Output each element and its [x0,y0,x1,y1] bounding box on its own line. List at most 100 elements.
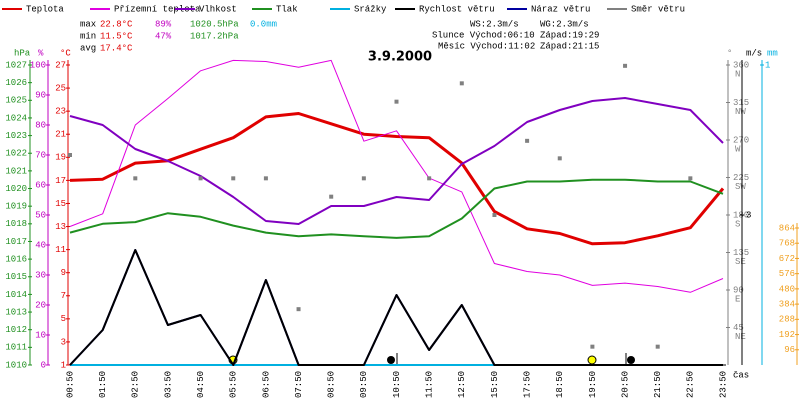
y-tick-label: 45 [733,323,744,333]
x-tick-label: 10:50 [392,371,402,398]
stats-value: 47% [155,31,172,41]
tick-name: NW [735,107,746,117]
y-tick-label: 23 [55,107,66,117]
y-tick-label: 672 [779,254,795,264]
y-tick-label: 1016 [5,254,27,264]
direction-point [623,63,628,68]
y-tick-label: 7 [61,291,66,301]
info-text: WS:2.3m/s [470,19,519,29]
y-tick-label: 5 [61,314,66,324]
x-tick-label: 00:50 [65,371,75,398]
tick-name: NE [735,332,746,342]
stats-label: max [80,19,96,29]
y-tick-label: 1012 [5,325,27,335]
y-tick-label: 1017 [5,237,27,247]
direction-point [133,176,138,181]
x-tick-label: 01:50 [98,371,108,398]
y-tick-label: 1013 [5,307,27,317]
y-tick-label: 1018 [5,219,27,229]
x-axis-label: čas [733,370,749,380]
direction-point [231,176,236,181]
direction-point [688,176,693,181]
y-tick-label: 1025 [5,96,27,106]
y-tick-label: 1026 [5,78,27,88]
y-tick-label: 768 [779,239,795,249]
y-tick-label: 315 [733,98,749,108]
series-line [69,59,724,293]
y-tick-label: 1010 [5,360,27,370]
y-tick-label: 1014 [5,290,27,300]
y-tick-label: 3 [746,210,751,220]
y-tick-label: 480 [779,284,795,294]
tick-name: N [735,69,740,79]
info-text: Slunce Východ:06:10 [432,30,535,40]
y-tick-label: 90 [733,285,744,295]
y-tick-label: 1011 [5,343,27,353]
x-tick-label: 17:50 [522,371,532,398]
series-line [69,112,725,246]
x-tick-label: 23:50 [718,371,728,398]
y-tick-label: 9 [61,268,66,278]
y-tick-label: 288 [779,315,795,325]
y-tick-label: 50 [35,210,46,220]
y-tick-label: 80 [35,120,46,130]
y-tick-label: 15 [55,199,66,209]
x-tick-label: 07:50 [294,371,304,398]
x-tick-label: 12:50 [457,371,467,398]
stats-label: min [80,31,96,41]
stats-value: 22.8°C [100,19,133,29]
stats-value: 11.5°C [100,31,133,41]
y-tick-label: 90 [35,90,46,100]
tick-name: SE [735,257,746,267]
series-line [69,178,724,239]
x-tick-label: 03:50 [163,371,173,398]
y-tick-label: 27 [55,60,66,70]
moonrise-icon [387,356,395,364]
y-tick-label: 576 [779,269,795,279]
y-tick-label: 0 [41,360,46,370]
y-tick-label: 10 [35,330,46,340]
direction-point [557,156,562,161]
y-tick-label: 270 [733,135,749,145]
y-tick-label: 225 [733,173,749,183]
info-text: Západ:21:15 [540,41,599,51]
legend-label: Teplota [26,4,64,14]
stats-value: 89% [155,19,172,29]
x-tick-label: 08:50 [327,371,337,398]
y-tick-label: 1 [61,360,66,370]
direction-point [263,176,268,181]
sunset-icon [587,355,597,365]
legend-label: Náraz větru [531,4,590,14]
axis-title: % [38,48,44,58]
direction-point [296,307,301,312]
y-tick-label: 17 [55,176,66,186]
tick-name: SW [735,182,746,192]
y-tick-label: 1027 [5,60,27,70]
direction-point [590,344,595,349]
y-tick-label: 192 [779,330,795,340]
direction-point [655,344,660,349]
stats-value: 17.4°C [100,43,133,53]
legend-label: Vlhkost [199,4,237,14]
x-tick-label: 06:50 [261,371,271,398]
y-tick-label: 30 [35,270,46,280]
y-tick-label: 70 [35,150,46,160]
legend-label: Přízemní teplota [114,4,201,14]
stats-value: 0.0mm [250,19,277,29]
x-tick-label: 18:50 [555,371,565,398]
direction-point [68,153,72,157]
x-tick-label: 22:50 [686,371,696,398]
y-tick-label: 11 [55,245,66,255]
y-tick-label: 1024 [5,113,27,123]
x-tick-label: 21:50 [653,371,663,398]
y-tick-label: 13 [55,222,66,232]
y-tick-label: 21 [55,130,66,140]
direction-point [525,138,530,143]
axis-title: hPa [14,48,31,58]
y-tick-label: 1019 [5,202,27,212]
y-tick-label: 40 [35,240,46,250]
x-tick-label: 15:50 [490,371,500,398]
tick-name: W [735,144,741,154]
